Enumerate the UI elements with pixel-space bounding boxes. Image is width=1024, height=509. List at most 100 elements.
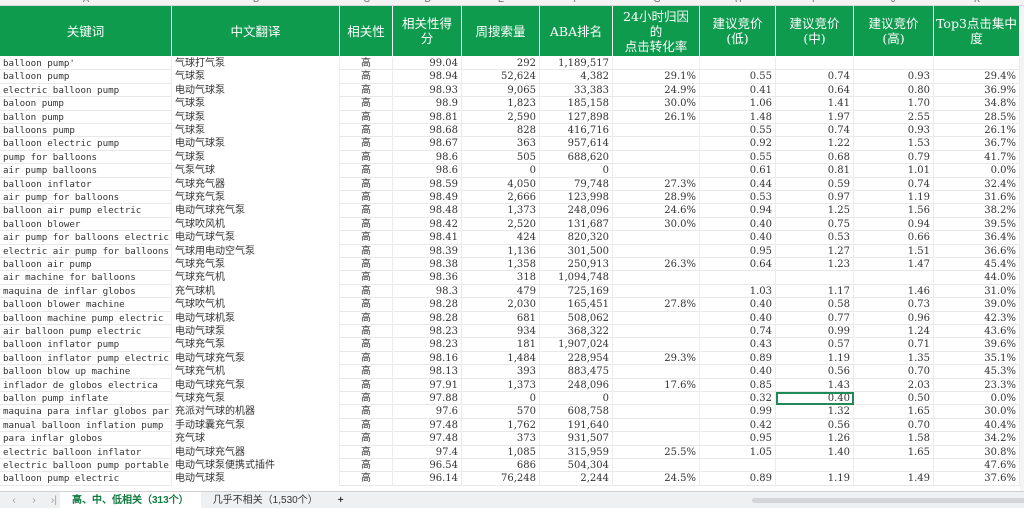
cell-bid-mid[interactable]: 1.41 — [776, 97, 854, 111]
cell-conversion-rate[interactable]: 25.5% — [613, 445, 700, 459]
cell-bid-high[interactable]: 1.70 — [854, 97, 934, 111]
cell-conversion-rate[interactable] — [613, 284, 700, 299]
column-letter[interactable]: B — [253, 0, 259, 4]
cell-weekly-search-volume[interactable]: 934 — [462, 325, 540, 339]
cell-bid-mid[interactable]: 0.68 — [776, 150, 854, 165]
cell-bid-low[interactable]: 0.95 — [700, 432, 776, 446]
cell-conversion-rate[interactable] — [613, 392, 700, 406]
cell-relevance[interactable]: 高 — [340, 311, 393, 325]
cell-bid-low[interactable]: 0.55 — [700, 124, 776, 138]
cell-top3-click-share[interactable]: 45.3% — [934, 365, 1020, 379]
cell-conversion-rate[interactable]: 26.3% — [613, 258, 700, 272]
cell-keyword[interactable]: balloon inflator pump — [0, 338, 172, 352]
cell-weekly-search-volume[interactable]: 1,373 — [462, 204, 540, 218]
cell-keyword[interactable]: electric balloon pump — [0, 83, 172, 98]
cell-bid-high[interactable]: 0.71 — [854, 338, 934, 352]
cell-bid-mid[interactable]: 0.56 — [776, 418, 854, 433]
cell-top3-click-share[interactable]: 29.4% — [934, 70, 1020, 84]
header-relevance[interactable]: 相关性 — [340, 6, 393, 56]
cell-relevance-score[interactable]: 98.59 — [393, 177, 462, 191]
column-letter[interactable]: J — [891, 0, 896, 4]
cell-keyword[interactable]: balloons pump — [0, 124, 172, 138]
cell-weekly-search-volume[interactable]: 0 — [462, 392, 540, 406]
cell-relevance-score[interactable]: 98.36 — [393, 271, 462, 285]
cell-top3-click-share[interactable]: 40.4% — [934, 418, 1020, 433]
cell-top3-click-share[interactable]: 26.1% — [934, 124, 1020, 138]
cell-keyword[interactable]: para inflar globos — [0, 432, 172, 446]
cell-keyword[interactable]: baloon pump — [0, 97, 172, 111]
cell-translation[interactable]: 充气球 — [172, 432, 340, 446]
cell-bid-mid[interactable]: 0.97 — [776, 191, 854, 205]
cell-bid-high[interactable]: 1.24 — [854, 325, 934, 339]
cell-keyword[interactable]: electric balloon inflator — [0, 445, 172, 459]
cell-relevance[interactable]: 高 — [340, 177, 393, 191]
cell-weekly-search-volume[interactable]: 76,248 — [462, 472, 540, 486]
cell-relevance-score[interactable]: 98.93 — [393, 83, 462, 98]
cell-top3-click-share[interactable]: 0.0% — [934, 392, 1020, 406]
cell-bid-low[interactable]: 0.89 — [700, 472, 776, 486]
cell-bid-low[interactable]: 0.40 — [700, 217, 776, 232]
cell-weekly-search-volume[interactable]: 4,050 — [462, 177, 540, 191]
cell-weekly-search-volume[interactable]: 1,484 — [462, 351, 540, 366]
cell-aba-rank[interactable]: 191,640 — [540, 418, 613, 433]
cell-translation[interactable]: 气球充气泵 — [172, 258, 340, 272]
cell-relevance[interactable]: 高 — [340, 258, 393, 272]
cell-bid-high[interactable]: 1.46 — [854, 284, 934, 299]
cell-bid-low[interactable]: 0.61 — [700, 164, 776, 178]
cell-aba-rank[interactable]: 957,614 — [540, 137, 613, 151]
cell-conversion-rate[interactable] — [613, 365, 700, 379]
cell-top3-click-share[interactable]: 34.2% — [934, 432, 1020, 446]
next-sheet-icon[interactable]: › — [32, 494, 36, 506]
cell-aba-rank[interactable]: 248,096 — [540, 378, 613, 392]
cell-conversion-rate[interactable] — [613, 459, 700, 473]
cell-conversion-rate[interactable] — [613, 244, 700, 258]
cell-conversion-rate[interactable]: 17.6% — [613, 378, 700, 392]
cell-relevance-score[interactable]: 98.41 — [393, 231, 462, 245]
cell-translation[interactable]: 电动气球泵 — [172, 83, 340, 98]
cell-bid-high[interactable]: 0.50 — [854, 392, 934, 406]
cell-relevance[interactable]: 高 — [340, 378, 393, 392]
cell-aba-rank[interactable]: 1,907,024 — [540, 338, 613, 352]
cell-relevance-score[interactable]: 97.88 — [393, 392, 462, 406]
cell-relevance[interactable]: 高 — [340, 83, 393, 98]
cell-relevance-score[interactable]: 98.23 — [393, 338, 462, 352]
cell-bid-high[interactable]: 0.70 — [854, 418, 934, 433]
cell-aba-rank[interactable]: 301,500 — [540, 244, 613, 258]
cell-translation[interactable]: 气球泵 — [172, 150, 340, 165]
cell-relevance[interactable]: 高 — [340, 124, 393, 138]
cell-translation[interactable]: 气球充气泵 — [172, 338, 340, 352]
column-letter[interactable]: E — [498, 0, 504, 4]
cell-bid-mid[interactable]: 0.74 — [776, 70, 854, 84]
cell-bid-mid[interactable] — [776, 57, 854, 71]
cell-weekly-search-volume[interactable]: 505 — [462, 150, 540, 165]
cell-aba-rank[interactable]: 315,959 — [540, 445, 613, 459]
cell-weekly-search-volume[interactable]: 0 — [462, 164, 540, 178]
cell-top3-click-share[interactable]: 43.6% — [934, 325, 1020, 339]
cell-relevance-score[interactable]: 98.48 — [393, 204, 462, 218]
cell-bid-high[interactable]: 0.70 — [854, 365, 934, 379]
cell-top3-click-share[interactable]: 36.7% — [934, 137, 1020, 151]
cell-relevance[interactable]: 高 — [340, 164, 393, 178]
cell-relevance[interactable]: 高 — [340, 271, 393, 285]
cell-conversion-rate[interactable] — [613, 231, 700, 245]
cell-top3-click-share[interactable]: 32.4% — [934, 177, 1020, 191]
cell-relevance-score[interactable]: 98.23 — [393, 325, 462, 339]
cell-bid-high[interactable]: 1.65 — [854, 445, 934, 459]
cell-translation[interactable]: 电动气球充气泵 — [172, 351, 340, 366]
cell-keyword[interactable]: balloon blower machine — [0, 298, 172, 312]
cell-bid-low[interactable]: 0.94 — [700, 204, 776, 218]
cell-translation[interactable]: 气球泵 — [172, 110, 340, 124]
cell-bid-low[interactable]: 0.92 — [700, 137, 776, 151]
cell-top3-click-share[interactable]: 23.3% — [934, 378, 1020, 392]
cell-bid-high[interactable]: 1.01 — [854, 164, 934, 178]
cell-translation[interactable]: 电动气球泵 — [172, 472, 340, 486]
cell-keyword[interactable]: ballon pump — [0, 110, 172, 124]
cell-weekly-search-volume[interactable]: 681 — [462, 311, 540, 325]
header-bid-high[interactable]: 建议竞价 (高) — [854, 6, 934, 56]
cell-relevance[interactable]: 高 — [340, 57, 393, 71]
cell-aba-rank[interactable]: 1,094,748 — [540, 271, 613, 285]
cell-weekly-search-volume[interactable]: 363 — [462, 137, 540, 151]
cell-bid-low[interactable]: 0.41 — [700, 83, 776, 98]
cell-relevance-score[interactable]: 98.49 — [393, 191, 462, 205]
cell-keyword[interactable]: electric balloon pump portable — [0, 459, 172, 473]
